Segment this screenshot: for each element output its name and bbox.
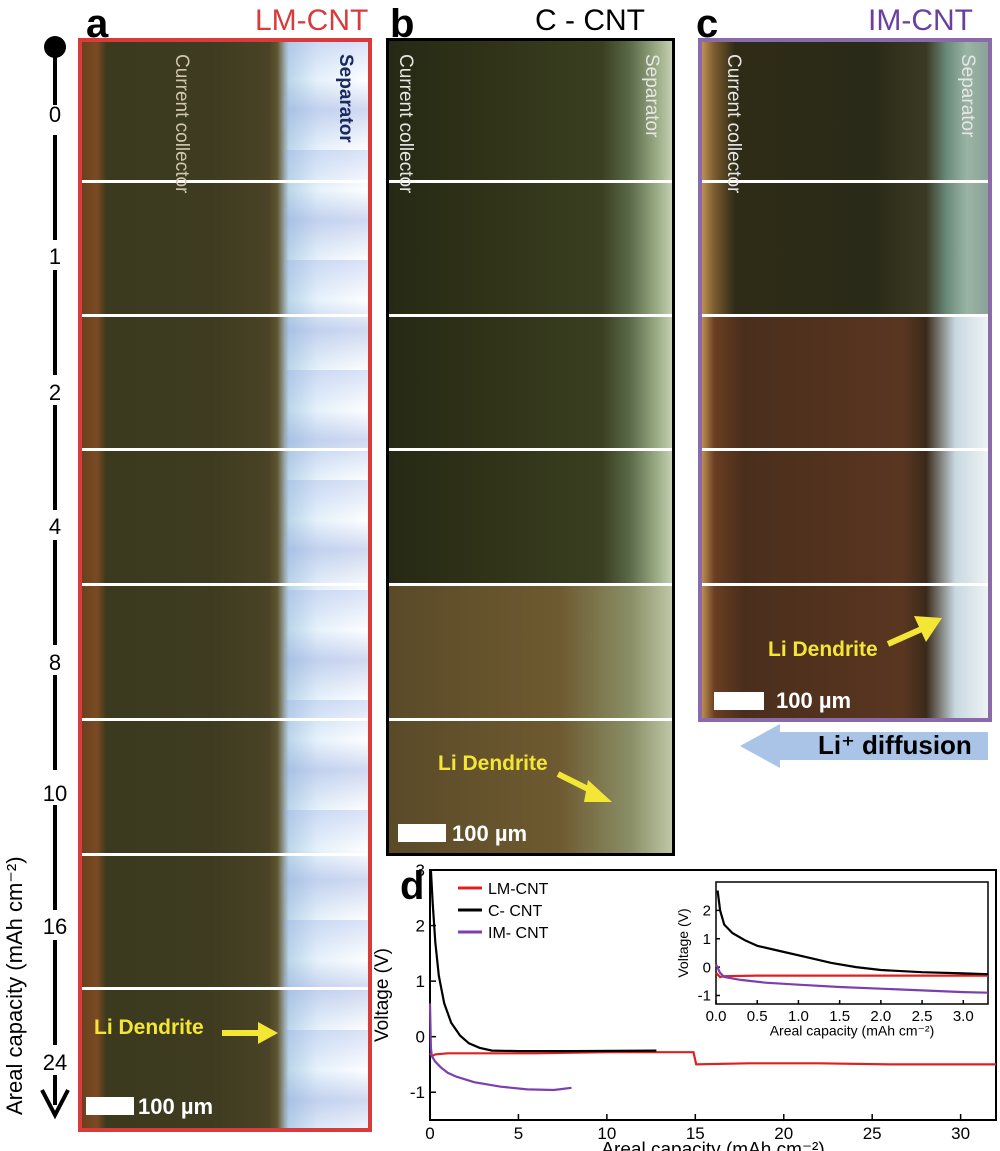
divider — [80, 853, 370, 856]
divider — [80, 180, 370, 183]
y-tick-label: 0 — [703, 959, 711, 976]
divider — [700, 448, 990, 451]
axis-tick: 4 — [48, 514, 62, 539]
y-tick-label: 1 — [416, 972, 425, 991]
separator-label: Separator — [335, 54, 356, 143]
scale-bar — [714, 692, 764, 710]
dendrite-arrow — [222, 1022, 278, 1044]
y-tick-label: 2 — [416, 917, 425, 936]
series-line — [428, 1003, 572, 1092]
divider — [80, 718, 370, 721]
divider — [80, 314, 370, 317]
x-tick-label: 0.5 — [747, 1008, 768, 1025]
axis-tick: 0 — [48, 102, 62, 127]
x-tick-label: 0 — [425, 1124, 434, 1143]
series-line — [429, 1051, 996, 1066]
dendrite-region — [700, 315, 990, 720]
legend-entry: C- CNT — [488, 903, 542, 920]
x-tick-label: 2.0 — [870, 1008, 891, 1025]
y-axis-label: Voltage (V) — [675, 908, 691, 977]
series-line — [715, 963, 989, 994]
divider — [700, 314, 990, 317]
y-tick-label: 0 — [416, 1028, 425, 1047]
dendrite-arrow — [886, 616, 942, 647]
panel-title-c: IM-CNT — [868, 4, 973, 37]
divider — [80, 448, 370, 451]
divider — [388, 180, 673, 183]
legend-entry: LM-CNT — [488, 881, 549, 898]
inset-chart: 0.0 0.5 1.0 1.5 2.0 2.5 3.0 -1 0 1 2 Areal capacity… — [675, 881, 989, 1039]
x-tick-label: 2.5 — [912, 1008, 933, 1025]
x-axis-label: Areal capacity (mAh cm⁻²) — [601, 1140, 824, 1151]
x-tick-label: 15 — [686, 1124, 705, 1143]
micrograph-a: Current collector Separator Li Dendrite … — [80, 40, 370, 1130]
current-collector-label: Current collector — [723, 54, 744, 194]
y-tick-label: -1 — [410, 1083, 425, 1102]
x-tick-label: 30 — [951, 1124, 970, 1143]
scale-label: 100 µm — [776, 688, 852, 713]
axis-tick: 1 — [48, 244, 62, 269]
divider — [388, 314, 673, 317]
panel-title-b: C - CNT — [535, 4, 645, 37]
axis-tick: 8 — [48, 650, 62, 675]
micrograph-b: Current collector Separator Li Dendrite … — [388, 40, 673, 854]
scale-bar — [398, 824, 446, 842]
scale-label: 100 µm — [452, 821, 528, 846]
scale-label: 100 µm — [138, 1094, 214, 1119]
axis-line — [40, 36, 70, 1120]
divider — [388, 718, 673, 721]
dendrite-label: Li Dendrite — [94, 1016, 204, 1039]
x-tick-label: 25 — [863, 1124, 882, 1143]
panel-label-a: a — [86, 2, 109, 46]
axis-tick: 16 — [42, 914, 68, 939]
divider — [80, 583, 370, 586]
scale-bar — [86, 1097, 134, 1115]
micrograph-c: Current collector Separator Li Dendrite … — [700, 40, 990, 720]
y-tick-label: 3 — [416, 862, 425, 880]
panel-label-b: b — [390, 2, 415, 46]
x-tick-label: 20 — [774, 1124, 793, 1143]
divider — [700, 180, 990, 183]
divider — [700, 583, 990, 586]
current-collector-label: Current collector — [395, 54, 416, 194]
current-collector-label: Current collector — [171, 54, 192, 194]
x-axis-label: Areal capacity (mAh cm⁻²) — [770, 1023, 935, 1039]
axis-tick: 10 — [42, 781, 68, 806]
dendrite-label: Li Dendrite — [438, 752, 548, 775]
panel-label-d: d — [400, 864, 425, 908]
axis-label: Areal capacity (mAh cm⁻²) — [2, 856, 27, 1115]
plot-frame — [715, 881, 989, 1005]
series-line — [715, 972, 988, 979]
separator-label: Separator — [641, 54, 662, 138]
panel-title-a: LM-CNT — [255, 4, 369, 37]
x-tick-label: 3.0 — [953, 1008, 974, 1025]
divider — [388, 583, 673, 586]
y-tick-label: -1 — [698, 988, 711, 1005]
y-axis-label: Voltage (V) — [372, 948, 393, 1042]
axis-tick: 2 — [48, 380, 62, 405]
diffusion-arrow-icon — [740, 724, 988, 768]
panel-label-c: c — [696, 2, 719, 46]
divider — [80, 987, 370, 990]
series-line — [716, 890, 989, 976]
y-tick-label: 1 — [703, 931, 711, 948]
x-tick-label: 10 — [597, 1124, 616, 1143]
legend-entry: IM- CNT — [488, 925, 549, 942]
y-tick-label: 2 — [703, 903, 711, 920]
x-tick-label: 1.5 — [829, 1008, 850, 1025]
x-tick-label: 0.0 — [706, 1008, 727, 1025]
dendrite-arrow — [556, 771, 612, 802]
dendrite-label: Li Dendrite — [768, 638, 878, 661]
divider — [388, 448, 673, 451]
series-line — [429, 869, 657, 1053]
x-tick-label: 5 — [514, 1124, 523, 1143]
separator-label: Separator — [957, 54, 978, 138]
diffusion-label: Li⁺ diffusion — [818, 730, 972, 760]
axis-tick: 24 — [42, 1050, 68, 1075]
x-tick-label: 1.0 — [788, 1008, 809, 1025]
